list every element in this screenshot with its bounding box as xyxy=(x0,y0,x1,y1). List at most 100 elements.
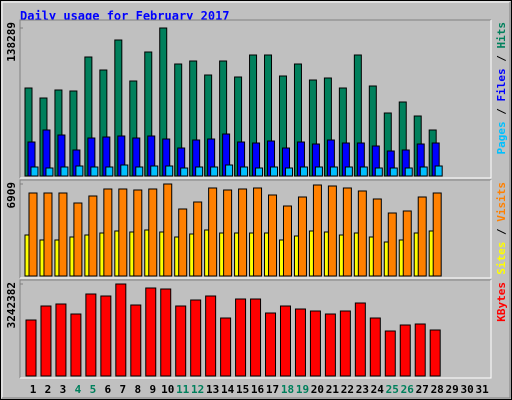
panel-shadow xyxy=(19,179,491,278)
bar xyxy=(120,164,129,177)
bar xyxy=(163,183,173,277)
x-tick-label: 28 xyxy=(431,383,444,396)
bar xyxy=(327,185,337,277)
legend: Sites / Visits xyxy=(495,182,508,275)
x-tick-label: 31 xyxy=(475,383,489,396)
legend: Pages / Files / Hits xyxy=(495,22,508,155)
bar xyxy=(372,198,382,277)
bar xyxy=(88,195,98,277)
bar xyxy=(253,187,263,277)
bar xyxy=(387,212,397,277)
bar xyxy=(165,165,174,177)
bar xyxy=(160,288,172,377)
bar xyxy=(374,167,383,177)
bar xyxy=(359,166,368,177)
bar xyxy=(417,196,427,277)
bar xyxy=(282,205,292,277)
bar xyxy=(223,189,233,277)
bar xyxy=(314,166,323,177)
bar xyxy=(279,305,291,377)
bar xyxy=(299,166,308,177)
bar xyxy=(73,202,83,277)
x-tick-label: 16 xyxy=(251,383,265,396)
bar xyxy=(270,166,279,177)
bar xyxy=(25,319,37,377)
panel-shadow xyxy=(19,19,491,178)
bar xyxy=(30,166,39,177)
bar xyxy=(294,308,306,377)
bar xyxy=(402,210,412,277)
bar xyxy=(195,166,204,177)
bar xyxy=(105,166,114,177)
bar xyxy=(369,317,381,377)
bar xyxy=(344,166,353,177)
bar xyxy=(238,188,248,277)
bar xyxy=(284,167,293,177)
bar xyxy=(100,295,112,377)
x-tick-label: 10 xyxy=(161,383,174,396)
panel-light xyxy=(20,280,492,379)
bar xyxy=(45,167,54,177)
bar xyxy=(133,189,143,277)
x-tick-label: 9 xyxy=(149,383,156,396)
bar xyxy=(205,295,217,377)
bar xyxy=(70,313,82,377)
bar xyxy=(103,188,113,277)
bar xyxy=(40,305,52,377)
bar xyxy=(60,166,69,177)
x-tick-label: 26 xyxy=(401,383,415,396)
x-tick-label: 7 xyxy=(120,383,127,396)
legend-separator: / xyxy=(495,102,508,122)
bar xyxy=(130,304,142,377)
bar xyxy=(389,167,398,177)
panel-shadow xyxy=(19,279,491,378)
bar xyxy=(75,165,84,177)
panel-light xyxy=(20,20,492,179)
x-tick-label: 1 xyxy=(30,383,37,396)
bar xyxy=(339,310,351,377)
bar xyxy=(235,298,247,377)
x-tick-label: 2 xyxy=(45,383,52,396)
bar xyxy=(220,317,232,377)
x-tick-label: 25 xyxy=(386,383,399,396)
legend-entry: Files xyxy=(495,68,508,101)
bar xyxy=(193,201,203,277)
bar xyxy=(115,283,127,377)
bar xyxy=(175,305,187,377)
bar xyxy=(384,330,396,377)
bar xyxy=(240,166,249,177)
x-tick-label: 27 xyxy=(416,383,429,396)
bar xyxy=(419,166,428,177)
y-tick-label: 3242382 xyxy=(5,282,18,328)
x-tick-label: 30 xyxy=(461,383,474,396)
x-tick-label: 3 xyxy=(60,383,67,396)
bar xyxy=(28,192,38,277)
bar xyxy=(55,303,67,377)
bar xyxy=(329,166,338,177)
panel-light xyxy=(20,180,492,279)
legend-entry: KBytes xyxy=(495,282,508,322)
bar xyxy=(324,313,336,377)
bar xyxy=(150,165,159,177)
bar xyxy=(145,287,157,377)
bar xyxy=(135,166,144,177)
x-tick-label: 19 xyxy=(296,383,309,396)
x-tick-label: 15 xyxy=(236,383,249,396)
bar xyxy=(434,165,443,177)
legend-entry: Visits xyxy=(495,182,508,222)
x-tick-label: 12 xyxy=(191,383,204,396)
legend: KBytes xyxy=(495,282,508,322)
y-tick-label: 6909 xyxy=(5,182,18,209)
x-tick-label: 4 xyxy=(75,383,82,396)
x-tick-label: 6 xyxy=(105,383,112,396)
bar xyxy=(265,312,277,377)
x-tick-label: 21 xyxy=(326,383,340,396)
legend-entry: Hits xyxy=(495,22,508,49)
x-tick-label: 5 xyxy=(90,383,97,396)
bar xyxy=(43,192,53,277)
bar xyxy=(180,167,189,177)
legend-separator: / xyxy=(495,49,508,69)
